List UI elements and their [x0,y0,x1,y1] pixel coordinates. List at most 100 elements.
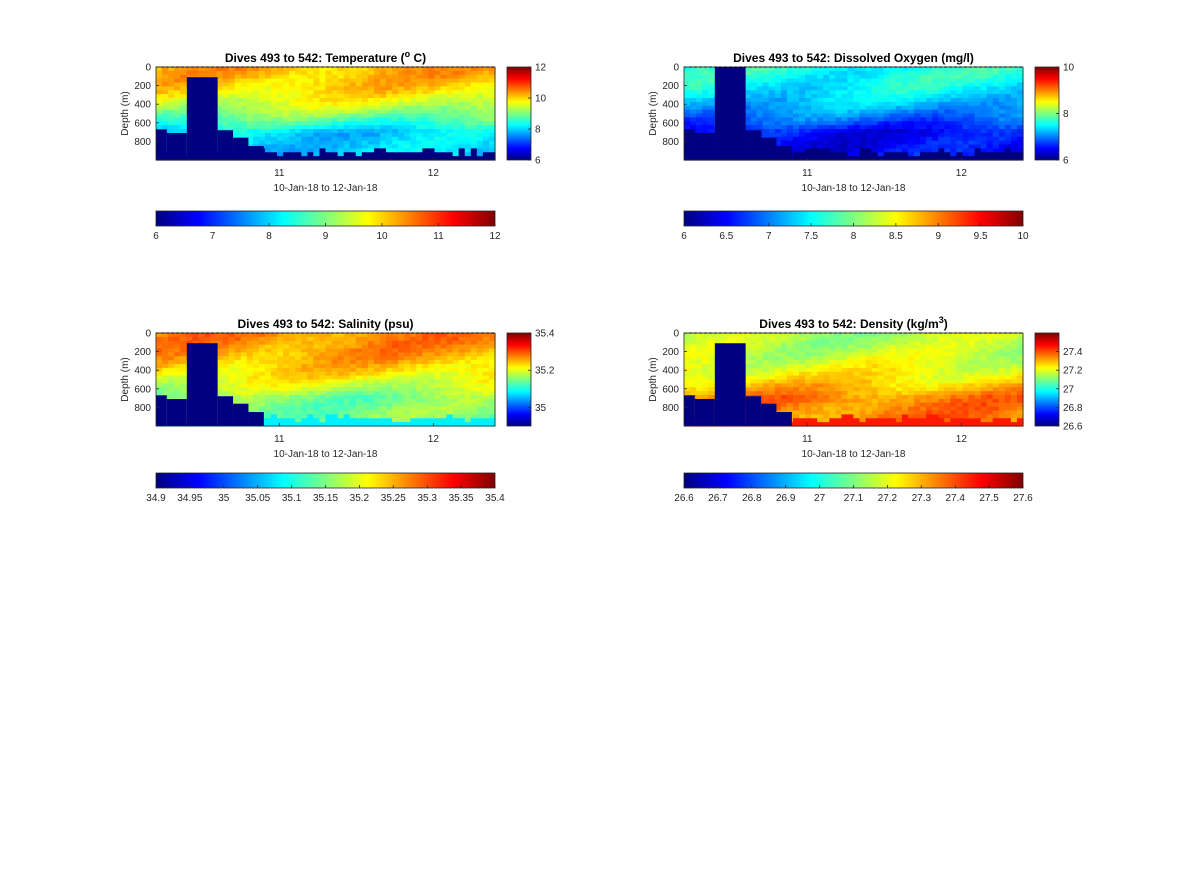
heatmap-cell [962,156,970,161]
heatmap-cell [690,109,697,115]
heatmap-cell [992,113,1000,118]
heatmap-cell [162,387,169,392]
heatmap-cell [416,352,423,357]
heatmap-cell [271,136,278,142]
heatmap-cell [301,387,308,392]
heatmap-cell [379,129,387,134]
heatmap-cell [343,367,351,373]
heatmap-cell [859,410,867,415]
heatmap-cell [823,356,830,361]
heatmap-cell [877,101,885,107]
heatmap-cell [968,90,976,95]
heatmap-cell [349,360,357,365]
heatmap-cell [470,414,478,419]
heatmap-cell [470,398,478,404]
heatmap-cell [470,379,478,384]
heatmap-cell [216,105,224,111]
heatmap-cell [246,136,254,142]
heatmap-cell [998,74,1006,80]
heatmap-cell [702,375,709,381]
heatmap-cell [458,398,466,404]
heatmap-cell [271,340,278,346]
heatmap-cell [702,356,709,361]
heatmap-cell [889,90,897,95]
heatmap-cell [422,344,430,350]
heatmap-cell [956,90,964,95]
heatmap-cell [392,364,399,369]
heatmap-cell [379,395,387,400]
heatmap-cell [829,356,836,361]
heatmap-cell [162,383,169,388]
heatmap-cell [349,78,357,84]
heatmap-cell [895,74,903,80]
heatmap-cell [295,121,302,126]
heatmap-cell [258,136,266,142]
heatmap-cell [258,109,266,115]
heatmap-cell [895,67,903,72]
heatmap-cell [877,360,885,365]
heatmap-cell [829,364,836,369]
heatmap-cell [768,371,776,377]
heatmap-cell [470,94,478,99]
heatmap-cell [319,348,327,353]
heatmap-cell [847,336,855,342]
heatmap-cell [228,360,236,365]
heatmap-cell [877,356,885,361]
heatmap-cell [726,340,734,346]
heatmap-cell [792,86,800,91]
heatmap-cell [464,422,472,427]
heatmap-cell [920,121,927,126]
heatmap-cell [962,82,970,87]
heatmap-cell [434,144,442,149]
heatmap-cell [410,109,417,115]
heatmap-cell [476,86,484,91]
heatmap-cell [337,125,345,130]
heatmap-cell [482,367,490,373]
heatmap-cell [464,74,472,80]
heatmap-cell [841,136,849,142]
heatmap-cell [823,67,830,72]
heatmap-cell [877,348,885,353]
heatmap-cell [482,86,490,91]
heatmap-cell [410,352,417,357]
heatmap-cell [684,82,691,87]
heatmap-cell [252,78,260,84]
heatmap-cell [404,344,411,350]
heatmap-cell [841,101,849,107]
heatmap-cell [482,117,490,122]
heatmap-cell [744,383,752,388]
heatmap-cell [404,340,411,346]
heatmap-cell [750,336,758,342]
heatmap-cell [841,113,849,118]
heatmap-cell [252,367,260,373]
heatmap-cell [271,348,278,353]
heatmap-cell [295,70,302,76]
heatmap-cell [926,98,933,103]
heatmap-cell [277,340,284,346]
heatmap-cell [938,101,945,107]
heatmap-cell [805,352,812,357]
heatmap-cell [319,364,327,369]
heatmap-cell [464,360,472,365]
heatmap-cell [452,367,460,373]
heatmap-cell [696,125,703,130]
heatmap-cell [325,348,333,353]
heatmap-cell [379,78,387,84]
heatmap-cell [974,156,982,161]
heatmap-cell [696,67,703,72]
heatmap-cell [228,375,236,381]
heatmap-cell [968,67,976,72]
heatmap-cell [817,364,824,369]
heatmap-cell [228,364,236,369]
heatmap-cell [313,132,321,138]
heatmap-cell [258,101,266,107]
heatmap-cell [476,336,484,342]
heatmap-cell [355,67,363,72]
heatmap-cell [962,105,970,111]
heatmap-cell [252,82,260,87]
heatmap-cell [392,398,399,404]
heatmap-cell [264,336,272,342]
heatmap-cell [799,121,806,126]
heatmap-cell [1016,125,1024,130]
heatmap-cell [811,340,818,346]
